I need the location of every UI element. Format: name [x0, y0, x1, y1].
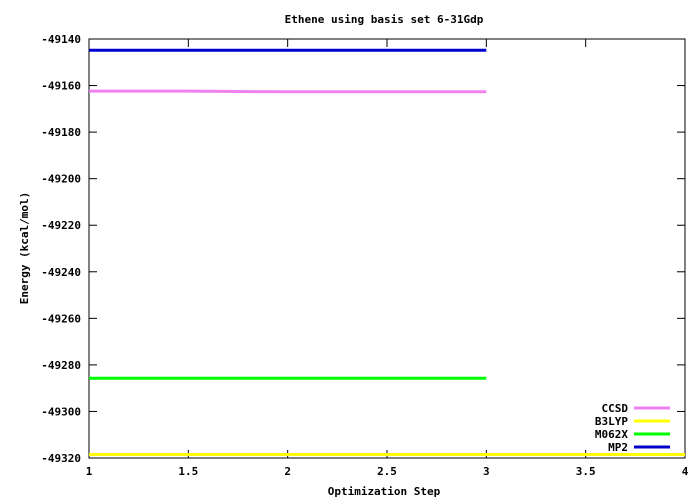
legend-label-ccsd: CCSD	[602, 402, 629, 415]
x-tick-label: 2	[284, 465, 291, 478]
plot-area	[88, 38, 686, 459]
legend-label-m062x: M062X	[595, 428, 628, 441]
y-tick-label: -49280	[41, 359, 81, 372]
y-axis-label: Energy (kcal/mol)	[18, 192, 31, 305]
x-tick-label: 3	[483, 465, 490, 478]
x-tick-label: 1	[86, 465, 93, 478]
y-tick-label: -49200	[41, 173, 81, 186]
legend-label-b3lyp: B3LYP	[595, 415, 628, 428]
y-tick-label: -49320	[41, 452, 81, 465]
y-tick-label: -49260	[41, 312, 81, 325]
y-tick-label: -49240	[41, 266, 81, 279]
y-tick-label: -49140	[41, 33, 81, 46]
chart-title: Ethene using basis set 6-31Gdp	[285, 13, 484, 26]
legend-label-mp2: MP2	[608, 441, 628, 454]
series-line-ccsd	[89, 89, 487, 94]
x-tick-label: 1.5	[178, 465, 198, 478]
x-axis-label: Optimization Step	[328, 485, 441, 498]
x-tick-label: 3.5	[576, 465, 596, 478]
y-tick-label: -49220	[41, 219, 81, 232]
y-tick-label: -49160	[41, 80, 81, 93]
y-tick-label: -49180	[41, 126, 81, 139]
x-tick-label: 4	[682, 465, 689, 478]
y-tick-label: -49300	[41, 405, 81, 418]
x-tick-label: 2.5	[377, 465, 397, 478]
